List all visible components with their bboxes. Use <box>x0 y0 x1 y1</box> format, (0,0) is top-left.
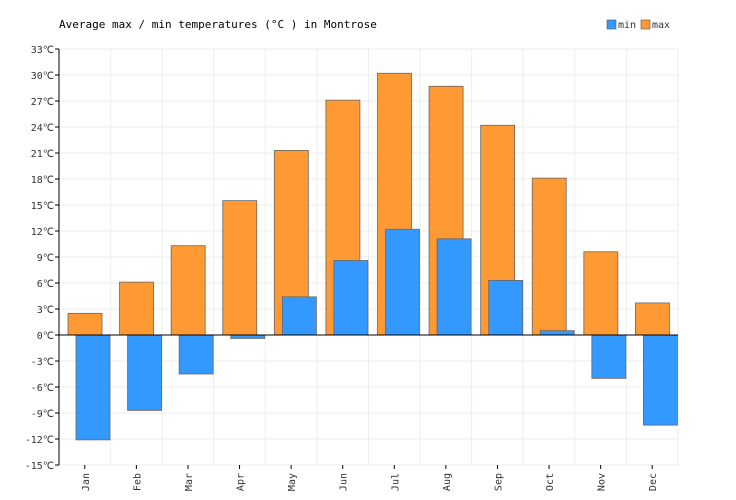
x-tick-label: Nov <box>597 473 608 491</box>
y-tick-label: -9℃ <box>31 409 54 420</box>
bar-max <box>67 312 103 336</box>
y-tick-label: 3℃ <box>37 305 54 316</box>
legend-label-min: min <box>618 20 636 31</box>
y-tick-label: 12℃ <box>31 227 54 238</box>
x-tick-label: Sep <box>493 473 504 491</box>
chart-title: Average max / min temperatures (°C ) in … <box>59 18 377 31</box>
legend-label-max: max <box>652 20 670 31</box>
bar-min <box>230 334 266 339</box>
bar-min <box>591 334 627 379</box>
y-tick-label: 9℃ <box>37 253 54 264</box>
bar-max <box>119 281 154 336</box>
y-tick-label: 18℃ <box>31 175 54 186</box>
bar-max <box>170 245 206 336</box>
bar-min <box>539 330 575 336</box>
y-tick-label: 30℃ <box>31 71 54 82</box>
y-tick-label: -3℃ <box>31 357 54 368</box>
y-tick-label: 24℃ <box>31 123 54 134</box>
x-tick-label: Oct <box>545 473 556 491</box>
legend: min max <box>606 19 670 31</box>
x-tick-label: Feb <box>132 473 143 491</box>
y-tick-label: 21℃ <box>31 149 54 160</box>
y-tick-label: 0℃ <box>37 331 54 342</box>
y-tick-label: -6℃ <box>31 383 54 394</box>
y-tick-label: -15℃ <box>25 461 54 472</box>
x-tick-labels: Jan Feb Mar Apr May Jun Jul Aug Sep Oct Nov Dec <box>81 473 659 491</box>
y-tick-label: 6℃ <box>37 279 54 290</box>
x-tick-label: Apr <box>236 473 247 491</box>
bar-min <box>643 334 678 426</box>
bar-max <box>531 177 567 336</box>
bar-min <box>75 334 111 441</box>
y-tick-label: 15℃ <box>31 201 54 212</box>
x-tick-label: Dec <box>648 473 659 491</box>
bar-min <box>127 334 162 411</box>
y-tick-labels: 33℃ 30℃ 27℃ 24℃ 21℃ 18℃ 15℃ 12℃ 9℃ 6℃ 3℃ 0℃ -3℃ -6℃ -9… <box>25 45 54 472</box>
bar-max <box>222 200 258 336</box>
axes <box>58 49 678 465</box>
bar-min <box>385 228 420 336</box>
bars-min <box>75 228 678 441</box>
legend-swatch-max <box>640 19 651 30</box>
x-tick-label: Jan <box>81 473 92 491</box>
x-tick-label: Jul <box>390 473 401 491</box>
x-tick-label: May <box>287 473 298 491</box>
bar-max <box>635 302 670 336</box>
bar-min <box>488 279 524 336</box>
x-tick-label: Mar <box>184 473 195 491</box>
x-tick-label: Jun <box>339 473 350 491</box>
y-tick-label: 27℃ <box>31 97 54 108</box>
bar-min <box>178 334 214 375</box>
legend-swatch-min <box>606 19 617 30</box>
bar-min <box>436 238 472 336</box>
bar-min <box>281 296 317 336</box>
y-tick-label: 33℃ <box>31 45 54 56</box>
bar-max <box>583 251 619 336</box>
bar-min <box>333 260 369 336</box>
y-tick-label: -12℃ <box>25 435 54 446</box>
x-tick-label: Aug <box>442 473 453 491</box>
